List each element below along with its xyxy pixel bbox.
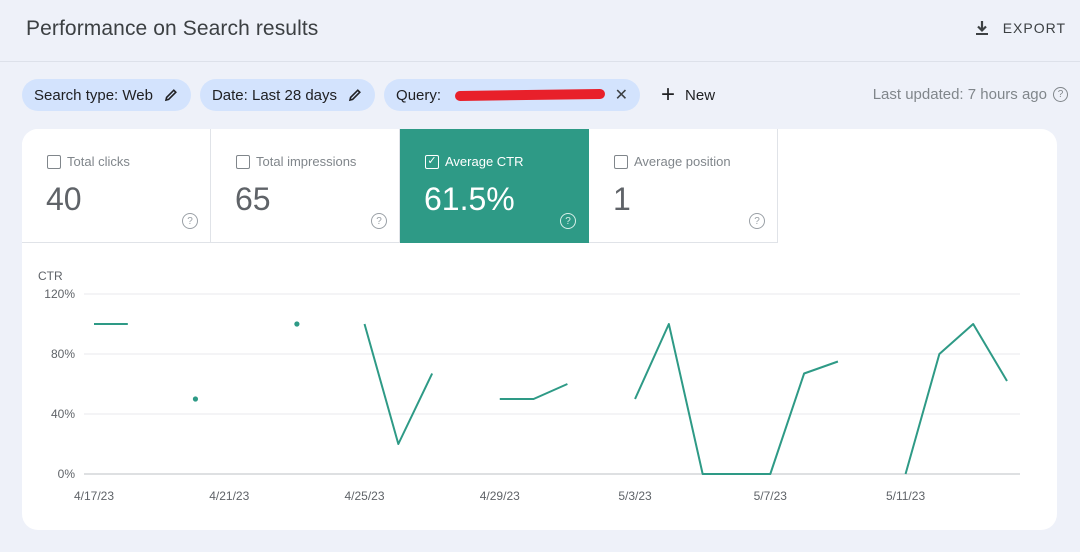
date-label: Date: Last 28 days bbox=[211, 86, 338, 104]
checkbox-icon[interactable] bbox=[47, 154, 61, 169]
page-title: Performance on Search results bbox=[26, 17, 319, 40]
metric-label: Average CTR bbox=[445, 154, 524, 169]
x-tick-label: 5/3/23 bbox=[618, 489, 652, 503]
metric-average-ctr[interactable]: ✓ Average CTR 61.5% ? bbox=[400, 129, 589, 243]
checkbox-icon[interactable] bbox=[236, 154, 250, 169]
last-updated-text: Last updated: 7 hours ago bbox=[872, 86, 1047, 103]
y-tick-label: 0% bbox=[58, 467, 76, 481]
data-point bbox=[192, 396, 199, 402]
help-icon[interactable]: ? bbox=[560, 213, 576, 229]
metric-average-position[interactable]: Average position 1 ? bbox=[589, 129, 778, 243]
performance-card: Total clicks 40 ? Total impressions 65 ?… bbox=[22, 129, 1057, 530]
checkbox-icon[interactable] bbox=[614, 154, 628, 169]
x-tick-label: 4/25/23 bbox=[344, 489, 384, 503]
x-tick-label: 4/21/23 bbox=[209, 489, 249, 503]
query-chip[interactable]: Query: ✕ bbox=[384, 79, 641, 111]
new-filter-button[interactable]: + New bbox=[661, 83, 715, 107]
metric-total-impressions[interactable]: Total impressions 65 ? bbox=[211, 129, 400, 243]
close-icon[interactable]: ✕ bbox=[614, 87, 629, 104]
download-icon bbox=[975, 21, 988, 35]
page-header: Performance on Search results EXPORT bbox=[0, 0, 1080, 62]
redacted-query-value bbox=[454, 88, 605, 102]
metric-tabs: Total clicks 40 ? Total impressions 65 ?… bbox=[22, 129, 778, 243]
checkbox-checked-icon[interactable]: ✓ bbox=[425, 154, 439, 169]
x-tick-label: 4/29/23 bbox=[480, 489, 520, 503]
data-point bbox=[294, 321, 300, 327]
y-tick-label: 80% bbox=[51, 347, 75, 361]
metric-label: Average position bbox=[634, 154, 731, 169]
metric-value: 65 bbox=[235, 181, 271, 217]
plus-icon: + bbox=[661, 81, 676, 108]
x-tick-label: 5/11/23 bbox=[886, 489, 925, 503]
series-line-segment bbox=[499, 383, 568, 400]
filter-bar: Search type: Web Date: Last 28 days Quer… bbox=[22, 79, 715, 111]
metric-value: 40 bbox=[46, 181, 82, 217]
y-tick-label: 120% bbox=[44, 287, 75, 301]
help-icon[interactable]: ? bbox=[371, 213, 387, 229]
series-line-segment bbox=[904, 323, 1008, 475]
new-label: New bbox=[685, 86, 716, 104]
export-button[interactable]: EXPORT bbox=[973, 14, 1066, 42]
series-line-segment bbox=[634, 323, 839, 475]
help-icon[interactable]: ? bbox=[182, 213, 198, 229]
metric-total-clicks[interactable]: Total clicks 40 ? bbox=[22, 129, 211, 243]
x-tick-label: 5/7/23 bbox=[754, 489, 788, 503]
export-label: EXPORT bbox=[1002, 20, 1066, 36]
y-tick-label: 40% bbox=[51, 407, 75, 421]
pencil-icon bbox=[164, 89, 177, 102]
series-line-segment bbox=[363, 323, 434, 445]
metric-label: Total clicks bbox=[67, 154, 130, 169]
metric-value: 61.5% bbox=[424, 181, 515, 217]
help-icon[interactable]: ? bbox=[749, 213, 765, 229]
last-updated: Last updated: 7 hours ago ? bbox=[873, 86, 1068, 103]
ctr-line-chart: CTR 0% 40% 80% 120% 4/17/23 4/21/23 4/25/23 4/29… bbox=[38, 269, 1020, 503]
pencil-icon bbox=[348, 89, 361, 102]
query-label: Query: bbox=[396, 86, 442, 104]
search-type-label: Search type: Web bbox=[34, 86, 153, 104]
metric-label: Total impressions bbox=[256, 154, 357, 169]
search-type-chip[interactable]: Search type: Web bbox=[22, 79, 191, 111]
y-axis-label: CTR bbox=[38, 269, 63, 283]
x-tick-label: 4/17/23 bbox=[74, 489, 114, 503]
metric-value: 1 bbox=[613, 181, 631, 217]
help-icon[interactable]: ? bbox=[1053, 87, 1068, 102]
date-chip[interactable]: Date: Last 28 days bbox=[199, 79, 376, 111]
